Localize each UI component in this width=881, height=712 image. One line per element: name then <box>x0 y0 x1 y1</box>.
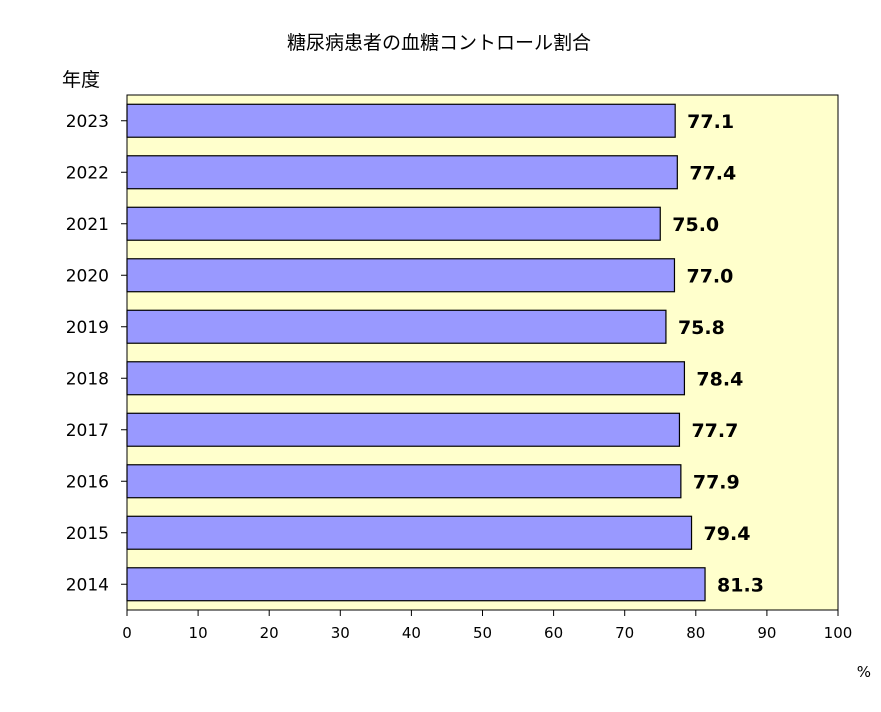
y-tick-label-2015: 2015 <box>66 524 109 544</box>
chart-title: 糖尿病患者の血糖コントロール割合 <box>287 32 591 54</box>
y-axis-label: 年度 <box>62 69 100 91</box>
y-tick-label-2019: 2019 <box>66 318 109 338</box>
x-tick-label-80: 80 <box>686 624 705 642</box>
y-tick-label-2021: 2021 <box>66 215 109 235</box>
x-axis-unit: % <box>857 663 871 681</box>
x-tick-label-10: 10 <box>189 624 208 642</box>
y-tick-label-2016: 2016 <box>66 472 109 492</box>
x-tick-label-30: 30 <box>331 624 350 642</box>
y-tick-label-2017: 2017 <box>66 421 109 441</box>
data-label-2017: 77.7 <box>691 420 738 442</box>
bar-2016 <box>126 464 682 499</box>
y-axis: 2023 2022 2021 2020 2019 2018 2017 2016 2015 2014 <box>66 112 127 595</box>
bar-2022 <box>126 155 678 190</box>
bar-2018 <box>126 361 686 396</box>
y-tick-label-2020: 2020 <box>66 266 109 286</box>
x-tick-label-90: 90 <box>757 624 776 642</box>
data-label-2020: 77.0 <box>686 265 733 287</box>
data-label-2016: 77.9 <box>693 471 740 493</box>
bar-2023 <box>126 103 676 138</box>
y-tick-label-2022: 2022 <box>66 163 109 183</box>
x-tick-label-60: 60 <box>544 624 563 642</box>
data-label-2023: 77.1 <box>687 111 734 133</box>
bar-2021 <box>126 206 661 241</box>
y-tick-label-2018: 2018 <box>66 369 109 389</box>
x-tick-label-100: 100 <box>824 624 853 642</box>
bars-layer <box>126 103 706 602</box>
data-label-2014: 81.3 <box>717 574 764 596</box>
x-axis: 0 10 20 30 40 50 60 70 80 90 100 <box>122 610 852 642</box>
data-label-2021: 75.0 <box>672 214 719 236</box>
data-label-2019: 75.8 <box>678 317 725 339</box>
y-tick-label-2023: 2023 <box>66 112 109 132</box>
x-tick-label-70: 70 <box>615 624 634 642</box>
x-tick-label-40: 40 <box>402 624 421 642</box>
data-label-2015: 79.4 <box>704 523 751 545</box>
data-label-2022: 77.4 <box>689 162 736 184</box>
data-labels-layer: 77.1 77.4 75.0 77.0 75.8 78.4 77.7 77.9 79.4 81.3 <box>672 111 764 597</box>
x-tick-label-20: 20 <box>260 624 279 642</box>
bar-2014 <box>126 567 706 602</box>
bar-2015 <box>126 515 693 550</box>
bar-2020 <box>126 258 676 293</box>
y-tick-label-2014: 2014 <box>66 575 109 595</box>
bar-2019 <box>126 309 667 344</box>
data-label-2018: 78.4 <box>696 368 743 390</box>
x-tick-label-50: 50 <box>473 624 492 642</box>
bar-2017 <box>126 412 681 447</box>
x-tick-label-0: 0 <box>122 624 132 642</box>
